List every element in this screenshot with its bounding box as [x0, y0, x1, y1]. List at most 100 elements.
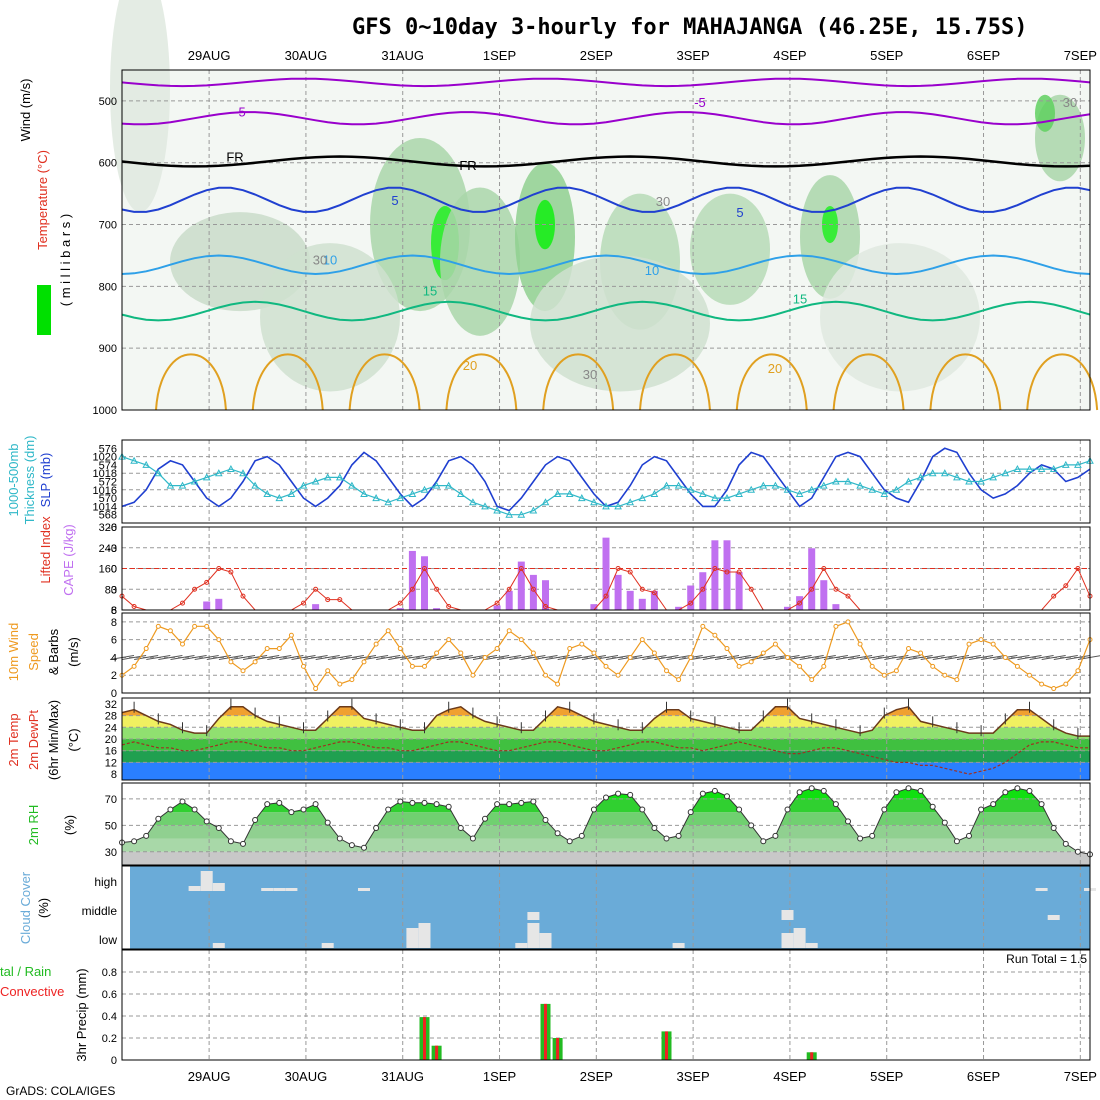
contour-label: 30	[313, 253, 327, 268]
thickness-point	[977, 477, 985, 485]
tick-label: -3	[107, 543, 117, 555]
rh-point	[953, 838, 960, 845]
thickness-point	[602, 502, 610, 510]
cloud-low-bar	[321, 943, 334, 948]
li-point	[240, 593, 246, 599]
tick-label: 600	[99, 158, 117, 170]
axis-label: Thickness (dm)	[22, 436, 37, 525]
rh-point	[603, 794, 609, 801]
tick-label: 570	[99, 493, 117, 505]
cape-bar	[433, 608, 441, 610]
thickness-point	[432, 481, 441, 489]
cape-bar	[614, 574, 622, 610]
rh-point	[336, 835, 343, 842]
rh-band	[122, 838, 1090, 852]
wind-barb	[872, 654, 897, 660]
tick-label: 8	[111, 605, 117, 617]
thickness-point	[759, 481, 768, 489]
wind-barb	[690, 654, 715, 660]
wind-speed-point	[131, 663, 137, 669]
thickness-point	[735, 489, 743, 497]
li-point	[712, 566, 718, 571]
contour-label: 5	[391, 193, 398, 208]
wind-speed-point	[591, 650, 597, 656]
rh-point	[748, 822, 755, 829]
bottom-date-label: 3SEP	[676, 1069, 709, 1084]
wind-barb	[1005, 654, 1030, 660]
thickness-point	[783, 485, 792, 493]
tick-label: 576	[99, 443, 117, 455]
li-point	[1063, 583, 1069, 589]
axis-label: Speed	[26, 633, 41, 671]
li-point	[204, 579, 210, 585]
li-point	[736, 569, 742, 575]
wind-barb	[1029, 654, 1054, 660]
thickness-point	[469, 498, 477, 506]
panel-frame	[121, 949, 1091, 1061]
top-date-label: 5SEP	[870, 48, 903, 63]
rh-point	[554, 830, 561, 837]
wind-barb	[581, 654, 606, 660]
cloud-high-bar	[261, 888, 274, 891]
rh-point	[155, 815, 162, 822]
cape-bar	[687, 585, 695, 610]
axis-label: (°C)	[66, 728, 81, 751]
wind-barb	[545, 654, 570, 660]
cloud-low-bar	[793, 928, 806, 948]
temp-contour-10	[121, 254, 1091, 276]
wind-barb	[255, 654, 280, 660]
rh-point	[167, 806, 174, 813]
wind-barb	[315, 654, 340, 660]
temp-line	[121, 705, 1090, 737]
thickness-point	[614, 502, 622, 510]
thickness-point	[420, 485, 429, 493]
wind-speed-point	[385, 628, 391, 634]
cloud-high-bar	[273, 888, 286, 891]
wind-barb	[146, 654, 171, 660]
wind-speed-point	[603, 663, 609, 669]
wind-speed-point	[543, 672, 548, 678]
cape-bar	[820, 580, 828, 610]
axis-label: (6hr Min/Max)	[46, 700, 61, 780]
thickness-point	[650, 489, 659, 497]
wind-speed-point	[978, 637, 984, 643]
wind-barb	[533, 654, 558, 660]
rh-point	[215, 824, 222, 831]
thickness-point	[323, 473, 332, 481]
precip-convective-bar	[544, 1003, 547, 1060]
wind-speed-point	[785, 654, 790, 660]
thickness-point	[348, 481, 356, 489]
rh-point	[736, 806, 743, 813]
rh-point	[179, 798, 186, 805]
tick-label: 160	[99, 564, 117, 576]
thickness-point	[965, 477, 973, 485]
wind-speed-point	[458, 650, 464, 656]
wind-speed-point	[494, 646, 500, 652]
wind-barb	[412, 654, 437, 660]
thickness-point	[372, 494, 380, 502]
thickness-point	[396, 494, 405, 502]
rh-point	[1014, 785, 1021, 792]
tick-label: 24	[105, 722, 117, 734]
thickness-point	[711, 494, 719, 502]
top-date-label: 3SEP	[676, 48, 709, 63]
contour-label: 30	[583, 367, 597, 382]
top-date-labels: 29AUG 30AUG 31AUG 1SEP 2SEP 3SEP 4SEP 5SEP 6SEP 7…	[188, 48, 1097, 63]
thickness-point	[227, 465, 235, 473]
wind-speed-point	[712, 632, 718, 638]
wind-barb	[848, 654, 873, 660]
rh-point	[966, 832, 972, 839]
rh-point	[276, 799, 283, 806]
temp-band	[122, 698, 1090, 704]
wind-speed-point	[155, 623, 161, 629]
thickness-point	[1074, 460, 1082, 468]
tick-label: 4	[111, 652, 117, 664]
wind-barb	[206, 654, 231, 660]
top-date-label: 4SEP	[773, 48, 806, 63]
cloud-high-bar	[358, 888, 370, 891]
contour-label: 15	[793, 292, 807, 307]
cloud-low-bar	[781, 933, 794, 948]
cloud-low-bar	[539, 933, 552, 948]
wind-speed-line	[121, 621, 1091, 690]
thickness-point	[384, 498, 393, 506]
